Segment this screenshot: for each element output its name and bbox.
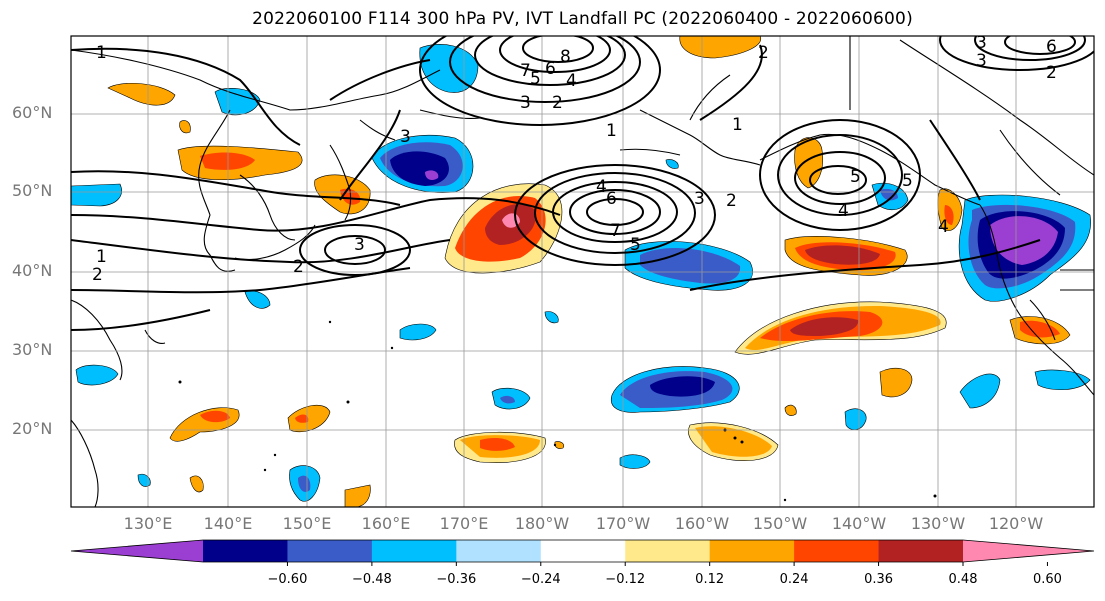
contour-label: 6 — [606, 189, 617, 209]
map-title: 2022060100 F114 300 hPa PV, IVT Landfall… — [252, 9, 913, 29]
colorbar-tick-label: 0.60 — [1032, 572, 1062, 587]
contour-label: 6 — [545, 59, 556, 79]
contour-label: 2 — [726, 191, 737, 211]
colorbar-tick-label: −0.36 — [436, 572, 477, 587]
contour-label: 3 — [976, 33, 987, 53]
contour-label: 6 — [1046, 37, 1057, 57]
lat-label: 50°N — [12, 181, 53, 200]
contour-label: 3 — [354, 235, 365, 255]
contour-label: 3 — [694, 189, 705, 209]
lon-label: 130°W — [910, 514, 966, 533]
lon-label: 150°E — [282, 514, 332, 533]
lon-label: 180°W — [514, 514, 570, 533]
lat-label: 40°N — [12, 261, 53, 280]
lon-label: 170°W — [595, 514, 651, 533]
colorbar-outline — [70, 539, 1095, 563]
colorbar-segment — [794, 540, 880, 562]
colorbar-tick-label: 0.36 — [864, 572, 894, 587]
contour-label: 3 — [520, 93, 531, 113]
lat-label: 60°N — [12, 103, 53, 122]
coastlines — [71, 36, 1094, 507]
colorbar-tick-label: 0.12 — [695, 572, 725, 587]
lat-label: 20°N — [12, 419, 53, 438]
colorbar-tick-label: −0.24 — [520, 572, 561, 587]
colorbar-segment — [963, 540, 1094, 562]
contour-label: 2 — [758, 43, 769, 63]
lon-label: 140°W — [831, 514, 887, 533]
contour-label: 2 — [293, 257, 304, 277]
lon-label: 130°E — [123, 514, 173, 533]
contour-label: 1 — [96, 247, 107, 267]
contour-label: 8 — [560, 47, 571, 67]
colorbar-segment — [203, 540, 288, 562]
contour-label: 4 — [596, 177, 607, 197]
lon-label: 170°E — [439, 514, 489, 533]
contour-label: 5 — [902, 171, 913, 191]
colorbar-segment — [625, 540, 711, 562]
lon-label: 150°W — [752, 514, 808, 533]
contour-label: 3 — [976, 51, 987, 71]
colorbar-tick-label: −0.60 — [267, 572, 308, 587]
contour-label: 5 — [630, 235, 641, 255]
colorbar-tick-label: 0.48 — [948, 572, 978, 587]
contour-label: 2 — [92, 265, 103, 285]
lat-label: 30°N — [12, 340, 53, 359]
colorbar — [70, 539, 1095, 566]
colorbar-tick-label: −0.48 — [351, 572, 392, 587]
lon-label: 120°W — [988, 514, 1044, 533]
contour-label: 4 — [566, 71, 577, 91]
lon-label: 160°E — [361, 514, 411, 533]
colorbar-segment — [456, 540, 542, 562]
contour-label: 2 — [552, 93, 563, 113]
contour-label: 7 — [610, 221, 621, 241]
colorbar-segment — [371, 540, 457, 562]
contour-label: 5 — [530, 69, 541, 89]
colorbar-tick-label: −0.12 — [605, 572, 646, 587]
lon-label: 140°E — [203, 514, 253, 533]
contour-label: 2 — [1046, 63, 1057, 83]
islands — [178, 320, 937, 502]
colorbar-segment — [540, 540, 626, 562]
contour-label: 4 — [938, 217, 949, 237]
colorbar-segment — [709, 540, 795, 562]
lon-label: 160°W — [674, 514, 730, 533]
contour-label: 1 — [606, 121, 617, 141]
colorbar-segment — [878, 540, 964, 562]
contour-label: 1 — [96, 43, 107, 63]
contour-labels: 1 2 3 4 5 6 7 8 1 2 3 2 3 4 5 3 2 1 4 5 … — [92, 33, 1057, 285]
contour-label: 7 — [520, 61, 531, 81]
contour-label: 5 — [850, 167, 861, 187]
colorbar-segment — [287, 540, 373, 562]
contour-label: 3 — [400, 127, 411, 147]
ivt-contours — [71, 36, 1094, 331]
colorbar-segment — [71, 540, 203, 562]
map-border — [70, 35, 1095, 508]
contour-label: 1 — [732, 115, 743, 135]
contour-label: 4 — [838, 201, 849, 221]
colorbar-tick-label: 0.24 — [779, 572, 809, 587]
